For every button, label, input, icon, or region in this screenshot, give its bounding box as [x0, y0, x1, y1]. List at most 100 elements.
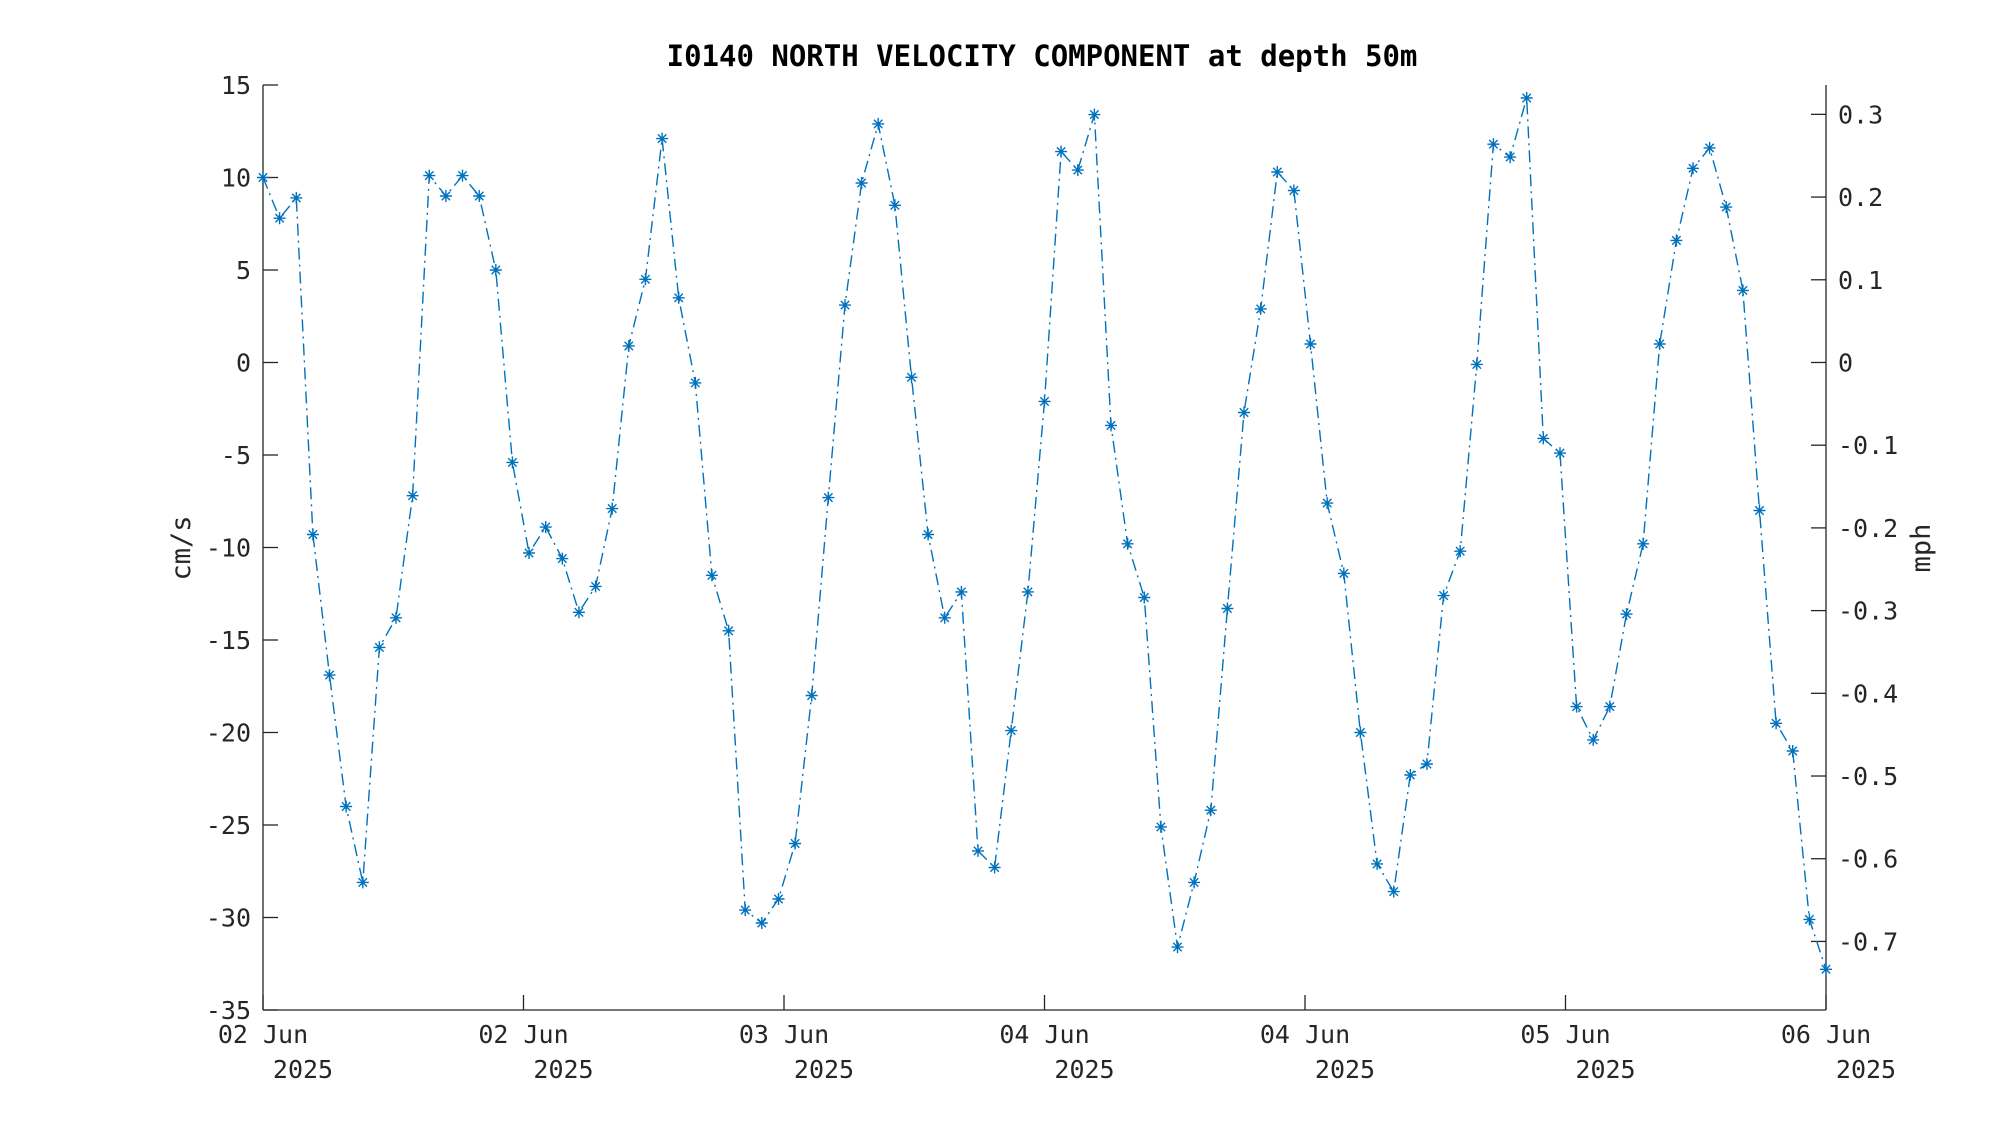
x-tick-label-date: 02 Jun: [218, 1020, 308, 1049]
data-point: [988, 861, 1001, 874]
data-point: [1171, 941, 1184, 954]
data-point: [1637, 537, 1650, 550]
x-tick-label-date: 04 Jun: [1260, 1020, 1350, 1049]
data-point: [705, 569, 718, 582]
x-tick-label-year: 2025: [533, 1055, 593, 1084]
data-point: [1154, 820, 1167, 833]
data-point: [722, 624, 735, 637]
y-tick-label-left: 15: [221, 71, 251, 100]
y-tick-label-right: 0: [1838, 348, 1853, 377]
data-point: [656, 132, 669, 145]
data-point: [1703, 141, 1716, 154]
data-point: [1254, 302, 1267, 315]
y-tick-label-left: 10: [221, 164, 251, 193]
x-tick-label-year: 2025: [1054, 1055, 1114, 1084]
data-point: [755, 917, 768, 929]
data-point: [622, 339, 635, 352]
data-point: [639, 273, 652, 286]
data-point: [1055, 145, 1068, 158]
data-point: [1687, 162, 1699, 175]
data-point: [1371, 857, 1384, 870]
data-point: [290, 191, 303, 204]
data-point: [955, 585, 968, 598]
data-point: [1454, 545, 1467, 558]
data-point: [606, 502, 619, 515]
x-tick-label-year: 2025: [1575, 1055, 1635, 1084]
data-point: [1021, 585, 1034, 598]
data-point: [1587, 733, 1600, 746]
plot-area: [263, 85, 1826, 1010]
data-point: [839, 299, 851, 312]
data-point: [306, 528, 319, 541]
data-point: [972, 844, 984, 857]
y-tick-label-right: -0.1: [1838, 431, 1898, 460]
data-point: [356, 876, 369, 889]
data-point: [1653, 338, 1666, 350]
data-point: [1071, 164, 1084, 177]
axes: 15 10 5 0 -5 -10 -15 -20 -25 -30 -35 0.3 0.2 0.1 0 -0.1…: [206, 71, 1898, 1084]
data-point: [523, 547, 535, 559]
data-point: [1038, 395, 1051, 408]
data-point: [1387, 885, 1400, 898]
data-point: [1287, 184, 1300, 197]
y-tick-label-right: 0.2: [1838, 183, 1883, 212]
data-point: [1504, 151, 1517, 164]
data-point: [572, 606, 585, 619]
data-point: [340, 800, 353, 813]
data-point: [1670, 234, 1683, 247]
data-point: [1820, 963, 1832, 976]
data-point: [473, 190, 486, 202]
data-point: [1570, 700, 1583, 713]
data-point: [539, 521, 552, 534]
data-point: [1321, 497, 1334, 510]
data-point: [1238, 406, 1250, 419]
y-tick-label-left: -30: [206, 904, 251, 933]
y-tick-label-right: -0.4: [1838, 679, 1898, 708]
x-tick-label-year: 2025: [1315, 1055, 1375, 1084]
y-tick-label-right: -0.3: [1838, 597, 1898, 626]
y-tick-label-left: 0: [236, 349, 251, 378]
data-point: [888, 199, 901, 212]
data-point: [938, 611, 951, 624]
x-tick-label-year: 2025: [794, 1055, 854, 1084]
data-point: [556, 552, 569, 565]
data-point: [323, 669, 336, 682]
data-point: [456, 169, 469, 182]
chart-title: I0140 NORTH VELOCITY COMPONENT at depth …: [667, 39, 1418, 73]
y-tick-label-left: -25: [206, 811, 251, 840]
data-point: [423, 169, 436, 182]
data-point: [1221, 602, 1234, 615]
x-tick-label-date: 05 Jun: [1520, 1020, 1610, 1049]
x-tick-label-year: 2025: [273, 1055, 333, 1084]
data-point: [1770, 717, 1783, 730]
x-tick-label-year: 2025: [1836, 1055, 1896, 1084]
data-point: [905, 371, 918, 384]
data-point: [739, 904, 752, 917]
data-point: [1204, 804, 1217, 817]
y-tick-label-left: -20: [206, 719, 251, 748]
data-point: [390, 611, 402, 624]
data-point: [273, 212, 286, 225]
data-point: [1736, 284, 1749, 297]
y-axis-label-left: cm/s: [166, 515, 197, 580]
data-point: [1487, 138, 1500, 151]
data-point: [1786, 745, 1799, 757]
y-tick-label-right: -0.2: [1838, 514, 1898, 543]
data-point: [1620, 608, 1633, 621]
data-point: [1520, 92, 1533, 104]
data-point: [1105, 419, 1117, 432]
data-point: [489, 264, 502, 276]
data-point: [1271, 166, 1284, 178]
x-tick-label-date: 03 Jun: [739, 1020, 829, 1049]
data-point: [1337, 567, 1350, 580]
y-tick-label-left: -5: [221, 441, 251, 470]
x-tick-label-date: 04 Jun: [999, 1020, 1089, 1049]
data-point: [1354, 726, 1367, 739]
series-north-velocity: [257, 92, 1832, 976]
data-point: [1437, 589, 1450, 602]
data-point: [805, 689, 818, 702]
data-point: [1121, 537, 1134, 550]
data-point: [689, 376, 702, 389]
data-point: [672, 291, 685, 304]
